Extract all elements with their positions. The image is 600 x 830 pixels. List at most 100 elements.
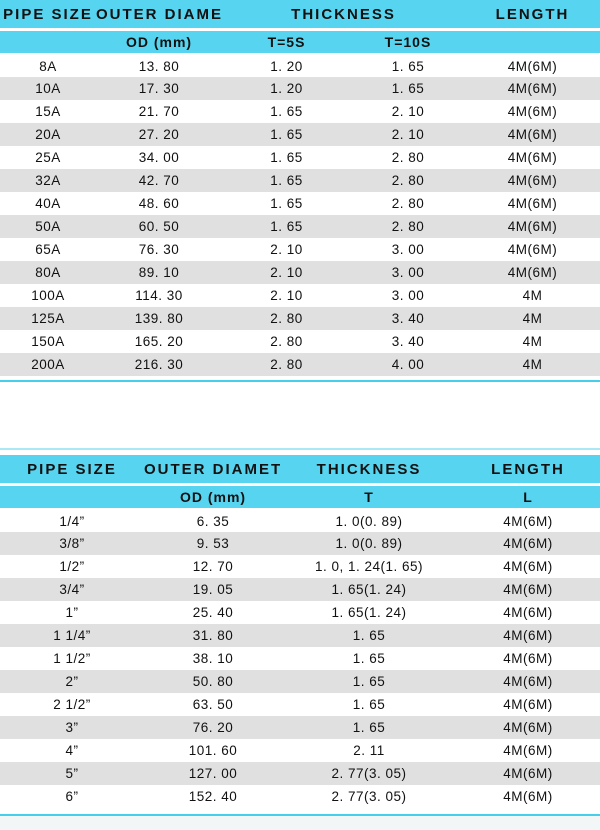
length-cell: 4M(6M) <box>503 720 553 735</box>
table-row: 3/4” 19. 05 1. 65(1. 24) 4M(6M) <box>0 578 600 601</box>
length-cell: 4M(6M) <box>503 628 553 643</box>
table-row: 1 1/2” 38. 10 1. 65 4M(6M) <box>0 647 600 670</box>
length-cell: 4M(6M) <box>507 81 558 96</box>
table-row: 8A 13. 80 1. 20 1. 65 4M(6M) <box>0 54 600 77</box>
length-cell: 4M(6M) <box>507 127 558 142</box>
table-row: 25A 34. 00 1. 65 2. 80 4M(6M) <box>0 146 600 169</box>
pipe-size-cell: 3/4” <box>59 582 85 597</box>
table-row: 150A 165. 20 2. 80 3. 40 4M <box>0 330 600 353</box>
length-cell: 4M(6M) <box>507 173 558 188</box>
thickness-10s-cell: 3. 00 <box>391 288 425 303</box>
thickness-5s-cell: 1. 65 <box>270 150 303 165</box>
table-row: 40A 48. 60 1. 65 2. 80 4M(6M) <box>0 192 600 215</box>
length-cell: 4M(6M) <box>503 697 553 712</box>
thickness-cell: 2. 77(3. 05) <box>331 789 407 804</box>
thickness-cell: 1. 65(1. 24) <box>331 605 407 620</box>
length-cell: 4M <box>522 334 543 349</box>
length-cell: 4M(6M) <box>507 242 558 257</box>
length-cell: 4M(6M) <box>503 766 553 781</box>
pipe-size-table-metric: PIPE SIZE OUTER DIAMETER THICKNESS LENGT… <box>0 0 600 376</box>
od-cell: 48. 60 <box>138 196 180 211</box>
thickness-cell: 1. 65 <box>352 720 386 735</box>
table-row: 3/8” 9. 53 1. 0(0. 89) 4M(6M) <box>0 532 600 555</box>
thickness-cell: 2. 11 <box>353 743 385 758</box>
pipe-size-cell: 100A <box>31 288 65 303</box>
length-cell: 4M(6M) <box>503 559 553 574</box>
table-row: 1/2” 12. 70 1. 0, 1. 24(1. 65) 4M(6M) <box>0 555 600 578</box>
od-cell: 21. 70 <box>138 104 180 119</box>
pipe-size-cell: 3” <box>65 720 79 735</box>
od-cell: 139. 80 <box>134 311 184 326</box>
thickness-10s-cell: 2. 80 <box>391 150 425 165</box>
table-row: 2 1/2” 63. 50 1. 65 4M(6M) <box>0 693 600 716</box>
thickness-5s-cell: 1. 65 <box>270 104 303 119</box>
table2-subheader-row: OD (mm) T L <box>0 484 600 510</box>
pipe-size-cell: 25A <box>35 150 61 165</box>
table-row: 6” 152. 40 2. 77(3. 05) 4M(6M) <box>0 785 600 808</box>
subheader-od-mm: OD (mm) <box>144 484 282 510</box>
thickness-5s-cell: 1. 20 <box>270 58 303 74</box>
pipe-size-cell: 1 1/2” <box>53 651 91 666</box>
thickness-cell: 1. 65 <box>352 628 386 643</box>
pipe-size-cell: 80A <box>35 265 61 280</box>
length-cell: 4M <box>522 311 543 326</box>
pipe-size-cell: 150A <box>31 334 65 349</box>
thickness-5s-cell: 2. 80 <box>270 357 303 372</box>
thickness-10s-cell: 3. 00 <box>391 265 425 280</box>
od-cell: 127. 00 <box>188 766 238 781</box>
od-cell: 63. 50 <box>192 697 234 712</box>
od-cell: 31. 80 <box>192 628 234 643</box>
length-cell: 4M(6M) <box>503 789 553 804</box>
table-row: 200A 216. 30 2. 80 4. 00 4M <box>0 353 600 376</box>
pipe-size-cell: 125A <box>31 311 65 326</box>
length-cell: 4M(6M) <box>507 265 558 280</box>
length-cell: 4M(6M) <box>507 196 558 211</box>
pipe-size-cell: 65A <box>35 242 61 257</box>
table-row: 100A 114. 30 2. 10 3. 00 4M <box>0 284 600 307</box>
table-row: 1” 25. 40 1. 65(1. 24) 4M(6M) <box>0 601 600 624</box>
table1-header-row: PIPE SIZE OUTER DIAMETER THICKNESS LENGT… <box>0 0 600 31</box>
table-row: 80A 89. 10 2. 10 3. 00 4M(6M) <box>0 261 600 284</box>
length-cell: 4M(6M) <box>503 651 553 666</box>
od-cell: 42. 70 <box>138 173 180 188</box>
thickness-10s-cell: 3. 00 <box>391 242 425 257</box>
od-cell: 6. 35 <box>196 513 230 529</box>
column-header-thickness: THICKNESS <box>222 0 465 31</box>
thickness-10s-cell: 1. 65 <box>391 58 425 74</box>
subheader-od-mm: OD (mm) <box>96 29 222 55</box>
od-cell: 165. 20 <box>134 334 184 349</box>
length-cell: 4M(6M) <box>507 104 558 119</box>
od-cell: 25. 40 <box>192 605 234 620</box>
thickness-10s-cell: 2. 80 <box>391 173 425 188</box>
pipe-size-cell: 10A <box>35 81 61 96</box>
table2-header: PIPE SIZE OUTER DIAMETER THICKNESS LENGT… <box>0 455 600 510</box>
pipe-size-cell: 1/2” <box>59 559 85 574</box>
table-row: 125A 139. 80 2. 80 3. 40 4M <box>0 307 600 330</box>
table2-top-divider-line <box>0 448 600 450</box>
pipe-size-cell: 1 1/4” <box>53 628 91 643</box>
table-row: 1/4” 6. 35 1. 0(0. 89) 4M(6M) <box>0 509 600 532</box>
od-cell: 89. 10 <box>138 265 180 280</box>
od-cell: 216. 30 <box>134 357 184 372</box>
thickness-5s-cell: 1. 65 <box>270 196 303 211</box>
od-cell: 34. 00 <box>138 150 180 165</box>
od-cell: 19. 05 <box>192 582 234 597</box>
length-cell: 4M(6M) <box>503 536 553 551</box>
thickness-5s-cell: 1. 65 <box>270 173 303 188</box>
column-header-outer-diameter: OUTER DIAMETER <box>144 455 282 486</box>
od-cell: 101. 60 <box>188 743 238 758</box>
length-cell: 4M(6M) <box>503 743 553 758</box>
thickness-10s-cell: 3. 40 <box>391 334 425 349</box>
thickness-cell: 1. 65(1. 24) <box>331 582 407 597</box>
table-row: 20A 27. 20 1. 65 2. 10 4M(6M) <box>0 123 600 146</box>
table1-bottom-divider-line <box>0 380 600 382</box>
subheader-empty <box>0 484 144 510</box>
subheader-t: T <box>282 484 456 510</box>
table2-header-row: PIPE SIZE OUTER DIAMETER THICKNESS LENGT… <box>0 455 600 486</box>
pipe-size-cell: 8A <box>39 58 57 74</box>
od-cell: 38. 10 <box>192 651 234 666</box>
od-cell: 12. 70 <box>192 559 234 574</box>
thickness-5s-cell: 1. 65 <box>270 127 303 142</box>
pipe-size-cell: 5” <box>65 766 79 781</box>
